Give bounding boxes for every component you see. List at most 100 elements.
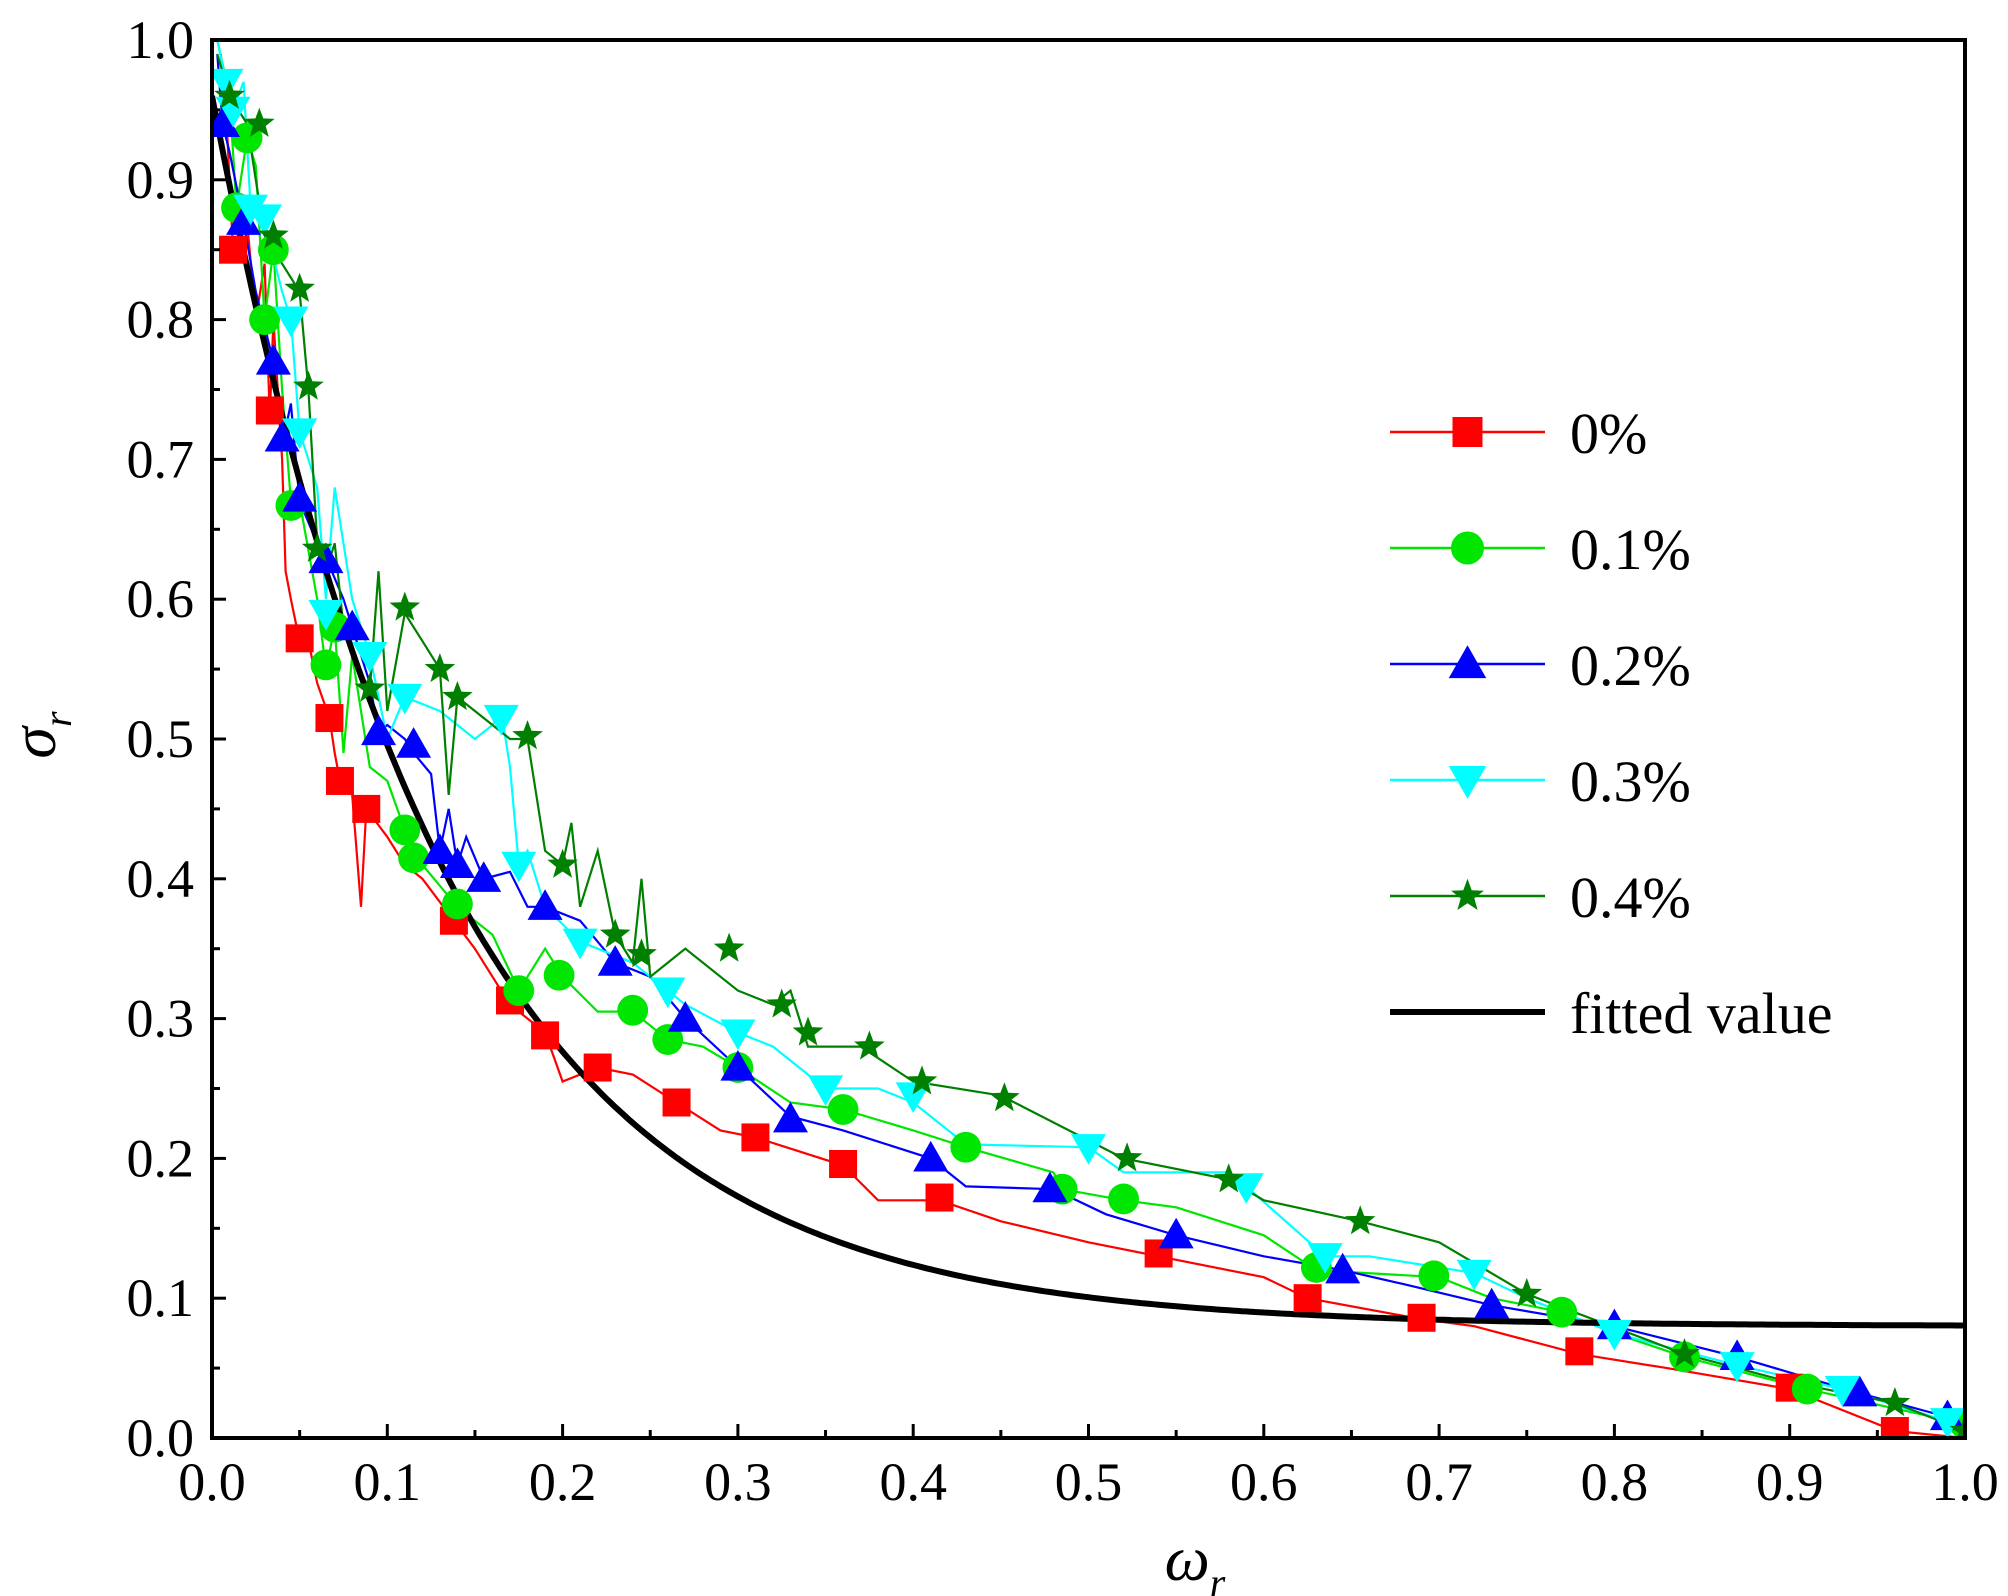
x-tick-label: 0.2 xyxy=(529,1452,597,1512)
y-tick-label: 0.4 xyxy=(127,849,195,909)
series-1 xyxy=(219,53,1965,1438)
data-point xyxy=(214,79,245,109)
legend-item: 0.1% xyxy=(1390,517,1691,582)
data-point xyxy=(212,68,244,100)
data-point xyxy=(258,219,289,249)
series-3-markers xyxy=(212,106,1965,1431)
x-tick-label: 0.1 xyxy=(354,1452,422,1512)
data-point xyxy=(244,107,275,137)
x-tick-label: 0.9 xyxy=(1756,1452,1824,1512)
data-point xyxy=(662,1088,691,1117)
x-tick-label: 0.0 xyxy=(178,1452,246,1512)
data-point xyxy=(466,861,502,892)
data-point xyxy=(617,994,649,1026)
fitted-curve xyxy=(212,95,1965,1329)
data-point xyxy=(301,532,333,562)
series-line xyxy=(219,53,1965,1438)
legend-item: 0.2% xyxy=(1390,633,1691,698)
data-point xyxy=(1456,1259,1492,1291)
x-tick-label: 0.7 xyxy=(1405,1452,1473,1512)
legend-label: fitted value xyxy=(1570,981,1833,1046)
data-point xyxy=(562,928,598,960)
data-point xyxy=(422,833,458,864)
data-point xyxy=(652,1024,684,1055)
data-point xyxy=(284,272,315,302)
data-point xyxy=(989,1082,1020,1112)
data-point xyxy=(1929,1408,1965,1438)
data-point xyxy=(442,681,473,711)
data-point xyxy=(315,704,344,733)
legend-label: 0.4% xyxy=(1570,865,1691,930)
data-point xyxy=(1719,1352,1755,1383)
data-point xyxy=(1344,1205,1376,1235)
legend-marker xyxy=(1451,531,1484,565)
y-tick-label: 0.1 xyxy=(127,1268,195,1328)
series-line xyxy=(216,40,1965,1426)
data-point xyxy=(285,624,314,653)
data-point xyxy=(1842,1375,1878,1407)
data-point xyxy=(792,1016,824,1046)
ticks-layer xyxy=(210,38,1967,1440)
y-tick-label: 1.0 xyxy=(127,10,195,70)
data-point xyxy=(293,370,324,400)
legend-label: 0.2% xyxy=(1570,633,1691,698)
data-point xyxy=(720,1019,756,1051)
data-point xyxy=(895,1082,931,1113)
data-point xyxy=(1293,1284,1322,1313)
data-point xyxy=(1824,1375,1860,1407)
y-tick-label: 0.2 xyxy=(127,1128,195,1188)
data-point xyxy=(531,1021,560,1050)
data-point xyxy=(483,704,519,736)
data-point xyxy=(650,977,686,1009)
series-line xyxy=(216,53,1965,1433)
data-point xyxy=(1880,1417,1909,1438)
data-point xyxy=(352,641,388,673)
data-point xyxy=(273,306,309,338)
x-tick-label: 0.8 xyxy=(1581,1452,1649,1512)
data-point xyxy=(1158,1217,1194,1249)
data-point xyxy=(219,235,248,264)
series-5-markers xyxy=(214,79,1965,1438)
data-point xyxy=(264,420,300,452)
legend-label: 0% xyxy=(1570,401,1647,466)
series-line xyxy=(216,53,1948,1419)
data-point xyxy=(1071,1134,1106,1165)
data-point xyxy=(387,683,423,715)
data-point xyxy=(1669,1338,1700,1368)
data-point xyxy=(334,609,370,641)
data-point xyxy=(925,1183,954,1212)
data-point xyxy=(1511,1277,1543,1307)
data-point xyxy=(1307,1243,1343,1274)
legend-item: 0% xyxy=(1390,401,1647,466)
data-point xyxy=(626,938,657,968)
data-point xyxy=(599,918,631,948)
y-tick-label: 0.9 xyxy=(127,150,195,210)
data-point xyxy=(325,766,354,795)
data-point xyxy=(913,1140,949,1172)
data-point xyxy=(741,1123,770,1152)
x-tick-label: 0.3 xyxy=(704,1452,772,1512)
data-point xyxy=(906,1065,938,1095)
series-2 xyxy=(216,40,1965,1426)
data-point xyxy=(713,932,745,962)
data-point xyxy=(354,672,386,702)
data-point xyxy=(827,1094,859,1125)
y-tick-label: 0.5 xyxy=(127,709,195,769)
data-point xyxy=(247,204,283,236)
y-tick-label: 0.7 xyxy=(127,429,195,489)
data-point xyxy=(1418,1260,1450,1292)
legend-marker xyxy=(1452,417,1483,447)
data-point xyxy=(1949,1414,1965,1438)
data-point xyxy=(512,720,543,750)
x-tick-label: 0.6 xyxy=(1230,1452,1298,1512)
x-tick-label: 0.4 xyxy=(879,1452,947,1512)
x-tick-label: 1.0 xyxy=(1931,1452,1999,1512)
y-tick-label: 0.0 xyxy=(127,1408,195,1468)
data-point xyxy=(1213,1163,1245,1193)
data-point xyxy=(1474,1287,1510,1319)
data-point xyxy=(1791,1373,1823,1405)
series-layer xyxy=(212,40,1965,1438)
series-6 xyxy=(212,95,1965,1329)
data-point xyxy=(389,591,421,621)
data-point xyxy=(547,848,578,878)
